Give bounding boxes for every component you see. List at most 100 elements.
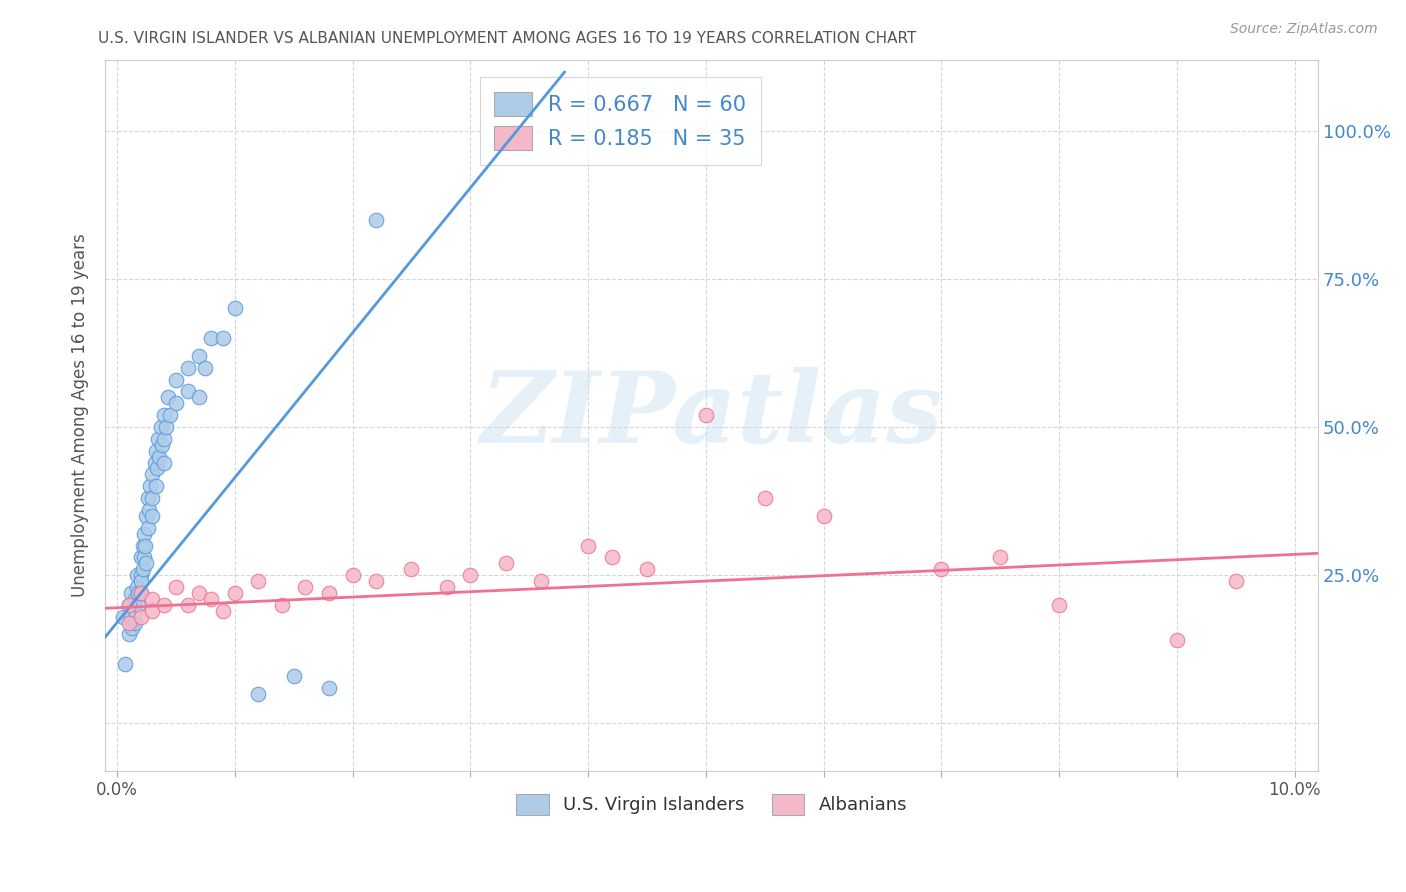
Point [401,562,423,576]
Point [149,420,172,434]
Point [132,526,155,541]
Point [436,580,458,594]
Point [132,562,155,576]
Point [988,550,1011,565]
Text: U.S. VIRGIN ISLANDER VS ALBANIAN UNEMPLOYMENT AMONG AGES 16 TO 19 YEARS CORRELAT: U.S. VIRGIN ISLANDER VS ALBANIAN UNEMPLO… [98,31,917,46]
Point [156,390,179,404]
Point [495,556,517,570]
Point [120,609,142,624]
Point [141,467,163,482]
Point [1225,574,1247,588]
Point [150,438,173,452]
Point [224,301,246,316]
Point [135,508,157,523]
Point [600,550,623,565]
Point [188,390,211,404]
Y-axis label: Unemployment Among Ages 16 to 19 years: Unemployment Among Ages 16 to 19 years [72,234,89,597]
Point [141,604,163,618]
Point [194,360,217,375]
Point [127,586,149,600]
Point [148,432,170,446]
Point [129,568,152,582]
Point [270,598,292,612]
Point [342,568,364,582]
Point [118,627,141,641]
Point [124,615,146,630]
Point [153,408,176,422]
Point [188,349,211,363]
Point [176,384,198,399]
Point [124,591,146,606]
Point [118,598,141,612]
Point [224,586,246,600]
Point [176,598,198,612]
Point [165,580,187,594]
Point [929,562,952,576]
Point [188,586,211,600]
Point [129,574,152,588]
Point [114,657,136,671]
Point [125,580,148,594]
Point [155,420,177,434]
Point [1166,633,1188,648]
Point [294,580,316,594]
Point [636,562,658,576]
Text: ZIPatlas: ZIPatlas [481,367,943,464]
Point [145,443,167,458]
Point [135,556,157,570]
Point [530,574,553,588]
Point [129,586,152,600]
Point [754,491,776,505]
Point [145,479,167,493]
Point [134,539,156,553]
Point [124,604,146,618]
Point [141,491,163,505]
Point [127,598,149,612]
Point [136,491,159,505]
Point [200,331,222,345]
Point [138,503,160,517]
Point [247,574,270,588]
Point [141,508,163,523]
Point [458,568,481,582]
Point [364,574,387,588]
Point [120,586,142,600]
Point [129,609,152,624]
Point [132,539,155,553]
Point [118,615,141,630]
Point [153,598,176,612]
Point [212,604,235,618]
Point [576,539,599,553]
Point [146,461,169,475]
Point [364,212,387,227]
Point [129,550,152,565]
Point [153,432,176,446]
Point [136,521,159,535]
Point [125,568,148,582]
Point [813,508,835,523]
Legend: U.S. Virgin Islanders, Albanians: U.S. Virgin Islanders, Albanians [505,783,918,826]
Point [176,360,198,375]
Point [318,681,340,695]
Point [132,550,155,565]
Point [318,586,340,600]
Text: Source: ZipAtlas.com: Source: ZipAtlas.com [1230,22,1378,37]
Point [200,591,222,606]
Point [139,479,162,493]
Point [143,456,166,470]
Point [129,586,152,600]
Point [118,598,141,612]
Point [695,408,717,422]
Point [212,331,235,345]
Point [247,687,270,701]
Point [121,622,143,636]
Point [141,591,163,606]
Point [153,456,176,470]
Point [1047,598,1070,612]
Point [159,408,181,422]
Point [148,450,170,464]
Point [283,669,305,683]
Point [165,373,187,387]
Point [165,396,187,410]
Point [111,609,134,624]
